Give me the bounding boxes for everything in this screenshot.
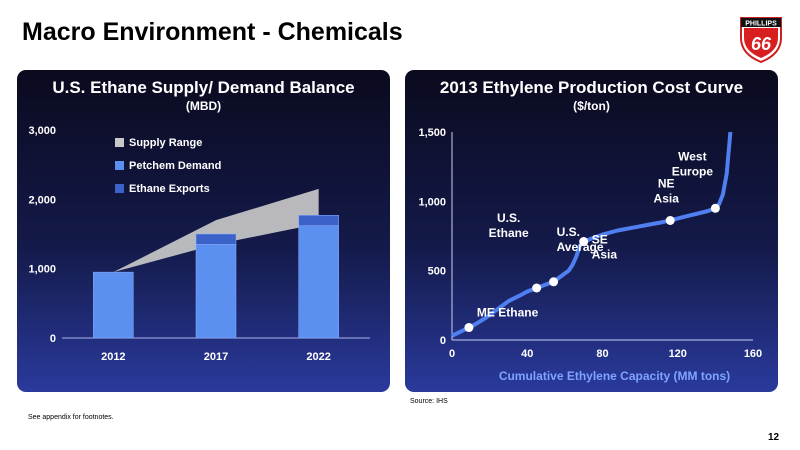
legend-swatch — [115, 161, 124, 170]
marker-label: ME Ethane — [477, 306, 539, 320]
cost-curve-marker — [579, 237, 589, 247]
x-tick-label: 40 — [521, 348, 533, 360]
y-tick-label: 0 — [440, 335, 446, 347]
cost-curve-marker — [710, 203, 720, 213]
cost-curve-subtitle: ($/ton) — [573, 99, 610, 113]
cost-curve-line — [451, 131, 733, 338]
x-tick-label: 2017 — [204, 351, 228, 363]
x-tick-label: 160 — [744, 348, 762, 360]
petchem-demand-bar — [298, 225, 339, 339]
page-title: Macro Environment - Chemicals — [22, 18, 403, 46]
cost-curve-chart: 0 500 1,000 1,500 0 40 80 120 160 Cumulative Ethy… — [418, 127, 762, 383]
ethane-balance-chart: 0 1,000 2,000 3,000 2012 2017 2022 Supply Range… — [28, 125, 370, 363]
footnote: See appendix for footnotes. — [28, 414, 114, 421]
marker-label: NE Asia — [654, 176, 680, 205]
phillips-66-logo: PHILLIPS 66 — [740, 17, 782, 64]
marker-label: U.S. Average — [557, 225, 604, 254]
legend-swatch — [115, 138, 124, 147]
x-tick-label: 80 — [596, 348, 608, 360]
marker-label: West Europe — [672, 149, 714, 178]
legend-label: Ethane Exports — [129, 183, 210, 195]
cost-curve-marker — [464, 323, 474, 333]
x-tick-label: 2012 — [101, 351, 125, 363]
y-tick-label: 1,000 — [28, 264, 56, 276]
legend-label: Petchem Demand — [129, 160, 221, 172]
ethane-balance-chart-panel: U.S. Ethane Supply/ Demand Balance (MBD)… — [17, 70, 390, 392]
petchem-demand-bar — [195, 244, 237, 339]
ethane-chart-title: U.S. Ethane Supply/ Demand Balance — [52, 78, 355, 97]
x-tick-label: 120 — [669, 348, 687, 360]
source-note: Source: IHS — [410, 398, 448, 405]
y-tick-label: 0 — [50, 333, 56, 345]
cost-curve-marker — [532, 283, 542, 293]
y-tick-label: 500 — [428, 266, 446, 278]
ethane-chart-subtitle: (MBD) — [185, 99, 222, 113]
page-number: 12 — [768, 432, 780, 443]
ethane-exports-bar — [298, 215, 339, 226]
cost-curve-marker — [665, 215, 675, 225]
x-tick-label: 0 — [449, 348, 455, 360]
y-tick-label: 1,500 — [418, 127, 446, 139]
ethane-exports-bar — [195, 233, 237, 245]
y-tick-label: 1,000 — [418, 196, 446, 208]
supply-range-area — [113, 188, 319, 273]
petchem-demand-bar — [93, 271, 134, 339]
marker-label: U.S. Ethane — [489, 211, 529, 240]
logo-text: PHILLIPS — [745, 20, 777, 27]
y-tick-label: 3,000 — [28, 125, 56, 137]
marker-label: SE Asia — [592, 233, 618, 262]
y-tick-label: 2,000 — [28, 194, 56, 206]
legend-label: Supply Range — [129, 137, 202, 149]
x-tick-label: 2022 — [306, 351, 330, 363]
x-axis-label: Cumulative Ethylene Capacity (MM tons) — [499, 369, 730, 383]
legend-swatch — [115, 184, 124, 193]
logo-number: 66 — [751, 34, 772, 54]
cost-curve-title: 2013 Ethylene Production Cost Curve — [439, 78, 744, 97]
cost-curve-marker — [549, 277, 559, 287]
cost-curve-chart-panel: 2013 Ethylene Production Cost Curve ($/t… — [405, 70, 778, 392]
